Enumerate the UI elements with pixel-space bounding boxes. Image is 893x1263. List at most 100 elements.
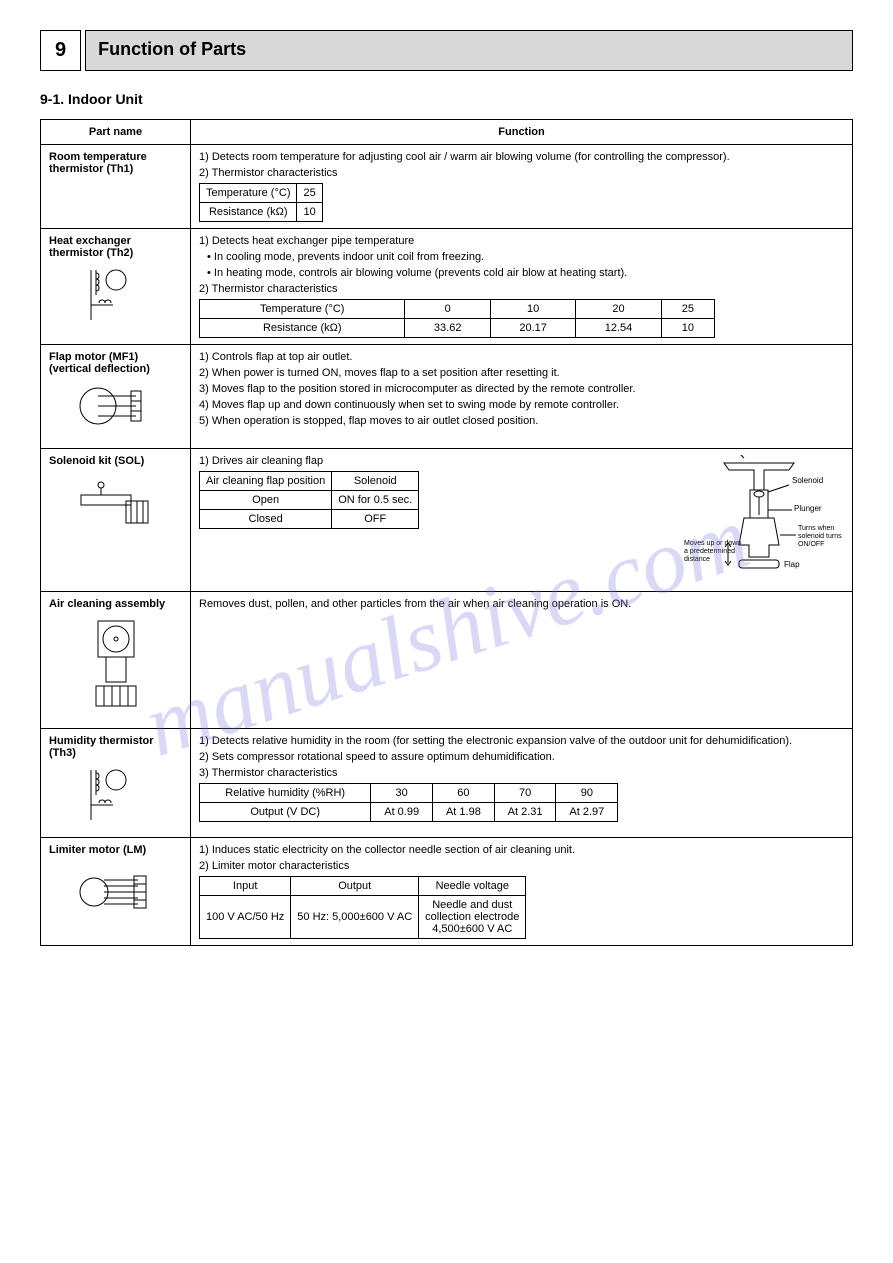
diag-label: Moves up or down [684, 540, 741, 547]
td-val: 25 [297, 184, 322, 203]
solenoid-icon [71, 473, 161, 533]
diag-label: Plunger [794, 504, 822, 513]
func-humidity: 1) Detects relative humidity in the room… [191, 729, 853, 838]
td: 70 [494, 784, 556, 803]
text-line: 2) Thermistor characteristics [199, 167, 844, 179]
func-aircleaning: Removes dust, pollen, and other particle… [191, 592, 853, 729]
part-solenoid: Solenoid kit (SOL) [41, 449, 191, 592]
part-name-label: Solenoid kit (SOL) [49, 455, 182, 467]
text-line: 1) Controls flap at top air outlet. [199, 351, 844, 363]
td: 60 [433, 784, 495, 803]
bullet-line: • In heating mode, controls air blowing … [207, 267, 844, 279]
th: Input [200, 877, 291, 896]
td: 10 [661, 319, 714, 338]
diag-label: solenoid turns [798, 533, 842, 540]
td: 50 Hz: 5,000±600 V AC [291, 896, 419, 939]
func-lm: 1) Induces static electricity on the col… [191, 838, 853, 946]
td: At 2.97 [556, 803, 618, 822]
part-flap: Flap motor (MF1) (vertical deflection) [41, 345, 191, 449]
part-humidity: Humidity thermistor (Th3) [41, 729, 191, 838]
td: 20 [576, 300, 661, 319]
part-room-temp: Room temperature thermistor (Th1) [41, 145, 191, 229]
col-func-header: Function [191, 120, 853, 145]
text-line: 2) Thermistor characteristics [199, 283, 844, 295]
humidity-icon [81, 765, 151, 825]
solenoid-cross-section-icon: Solenoid Plunger Turns when solenoid tur… [684, 455, 844, 585]
th: Relative humidity (%RH) [200, 784, 371, 803]
td-val: 10 [297, 203, 322, 222]
diag-label: distance [684, 556, 710, 563]
text-line: 1) Detects heat exchanger pipe temperatu… [199, 235, 844, 247]
text-line: 1) Induces static electricity on the col… [199, 844, 844, 856]
part-heat-ex: Heat exchanger thermistor (Th2) [41, 229, 191, 345]
text-line: 2) When power is turned ON, moves flap t… [199, 367, 844, 379]
func-heat-ex: 1) Detects heat exchanger pipe temperatu… [191, 229, 853, 345]
func-flap: 1) Controls flap at top air outlet. 2) W… [191, 345, 853, 449]
col-part-header: Part name [41, 120, 191, 145]
heat-ex-table: Temperature (°C) 0 10 20 25 Resistance (… [199, 299, 715, 338]
text-line: 1) Detects room temperature for adjustin… [199, 151, 844, 163]
text-line: Removes dust, pollen, and other particle… [199, 598, 844, 610]
td: OFF [332, 510, 419, 529]
solenoid-table: Air cleaning flap position Solenoid Open… [199, 471, 419, 529]
thermistor-table: Temperature (°C) 25 Resistance (kΩ) 10 [199, 183, 323, 222]
td: 20.17 [490, 319, 575, 338]
th: Resistance (kΩ) [200, 319, 405, 338]
text-line: 1) Detects relative humidity in the room… [199, 735, 844, 747]
text-line: 3) Moves flap to the position stored in … [199, 383, 844, 395]
text-line: 4) Moves flap up and down continuously w… [199, 399, 844, 411]
text-line: 5) When operation is stopped, flap moves… [199, 415, 844, 427]
td: 0 [405, 300, 490, 319]
text-line: 2) Limiter motor characteristics [199, 860, 844, 872]
th: Solenoid [332, 472, 419, 491]
text-line: 3) Thermistor characteristics [199, 767, 844, 779]
section-title: Function of Parts [85, 30, 853, 71]
td: Closed [200, 510, 332, 529]
part-aircleaning: Air cleaning assembly [41, 592, 191, 729]
part-name-label: Heat exchanger thermistor (Th2) [49, 235, 182, 259]
heat-ex-icon [81, 265, 151, 325]
td: 30 [371, 784, 433, 803]
part-lm: Limiter motor (LM) [41, 838, 191, 946]
td: Open [200, 491, 332, 510]
humidity-table: Relative humidity (%RH) 30 60 70 90 Outp… [199, 783, 618, 822]
th-temp: Temperature (°C) [200, 184, 297, 203]
section-number: 9 [40, 30, 81, 71]
part-name-label: Humidity thermistor (Th3) [49, 735, 182, 759]
td: 33.62 [405, 319, 490, 338]
diag-label: a predetermined [684, 548, 735, 555]
td: Needle and dust collection electrode 4,5… [419, 896, 526, 939]
part-name-label: Flap motor (MF1) (vertical deflection) [49, 351, 182, 375]
diag-label: ON/OFF [798, 541, 824, 548]
bullet-line: • In cooling mode, prevents indoor unit … [207, 251, 844, 263]
flap-motor-icon [76, 381, 156, 436]
td: At 0.99 [371, 803, 433, 822]
td: At 2.31 [494, 803, 556, 822]
lm-table: Input Output Needle voltage 100 V AC/50 … [199, 876, 526, 939]
header-bar: 9 Function of Parts [40, 30, 853, 71]
td: 12.54 [576, 319, 661, 338]
func-room-temp: 1) Detects room temperature for adjustin… [191, 145, 853, 229]
th: Output (V DC) [200, 803, 371, 822]
aircleaning-icon [86, 616, 146, 716]
td: ON for 0.5 sec. [332, 491, 419, 510]
td: 90 [556, 784, 618, 803]
part-name-label: Air cleaning assembly [49, 598, 182, 610]
diag-label: Flap [784, 560, 800, 569]
parts-table: Part name Function Room temperature ther… [40, 119, 853, 946]
func-solenoid: Solenoid Plunger Turns when solenoid tur… [191, 449, 853, 592]
subtitle: 9-1. Indoor Unit [40, 91, 853, 107]
lm-icon [76, 862, 156, 917]
diag-label: Turns when [798, 525, 834, 532]
part-name-label: Room temperature thermistor (Th1) [49, 151, 182, 175]
part-name-label: Limiter motor (LM) [49, 844, 182, 856]
td: 25 [661, 300, 714, 319]
th: Output [291, 877, 419, 896]
diag-label: Solenoid [792, 476, 823, 485]
td: 100 V AC/50 Hz [200, 896, 291, 939]
th: Temperature (°C) [200, 300, 405, 319]
td: 10 [490, 300, 575, 319]
th: Air cleaning flap position [200, 472, 332, 491]
td: At 1.98 [433, 803, 495, 822]
text-line: 2) Sets compressor rotational speed to a… [199, 751, 844, 763]
